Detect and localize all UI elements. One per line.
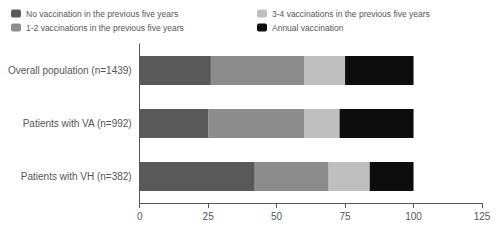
- svg-text:Annual vaccination: Annual vaccination: [272, 23, 344, 33]
- svg-text:100: 100: [405, 211, 422, 222]
- svg-text:0: 0: [137, 211, 143, 222]
- svg-text:Patients with VA (n=992): Patients with VA (n=992): [23, 118, 132, 129]
- svg-text:50: 50: [271, 211, 283, 222]
- svg-text:25: 25: [203, 211, 215, 222]
- svg-text:Overall population (n=1439): Overall population (n=1439): [8, 65, 132, 76]
- svg-text:75: 75: [340, 211, 352, 222]
- svg-text:Patients with VH (n=382): Patients with VH (n=382): [21, 171, 132, 182]
- svg-text:1-2 vaccinations in the previo: 1-2 vaccinations in the previous five ye…: [26, 23, 184, 33]
- svg-text:3-4 vaccinations in the previo: 3-4 vaccinations in the previous five ye…: [272, 9, 430, 19]
- svg-text:125: 125: [474, 211, 491, 222]
- svg-text:No vaccination in the previous: No vaccination in the previous five year…: [26, 9, 178, 19]
